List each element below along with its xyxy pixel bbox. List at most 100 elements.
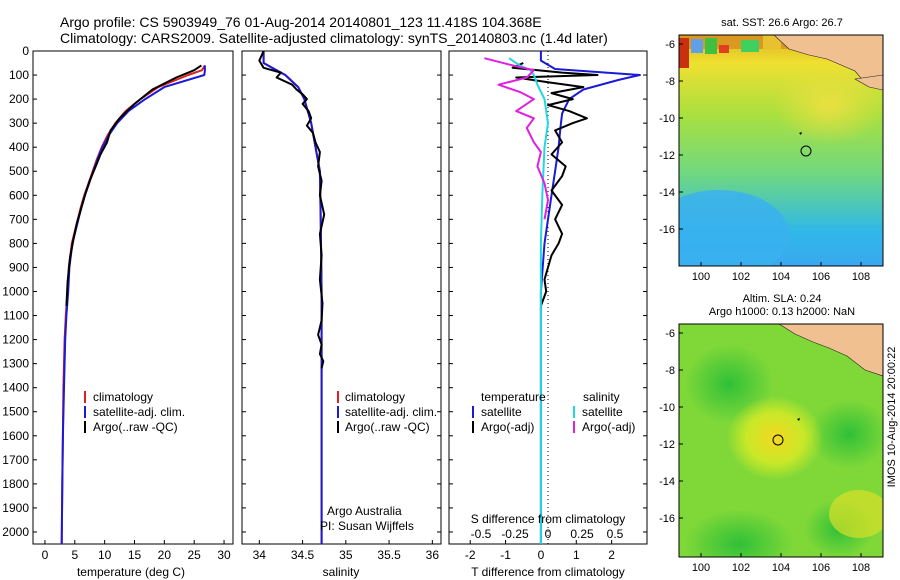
temperature-panel: 0100200300400500600700800900100011001200…: [2, 44, 647, 579]
legend-label-sal-satellite: satellite: [582, 405, 623, 419]
series-line-satellite-adj-clim-: [60, 65, 206, 545]
map-x-tick-label: 104: [772, 562, 790, 574]
map-y-tick-label: -10: [659, 113, 675, 125]
depth-tick-label: 200: [9, 92, 29, 106]
legend-swatch-climatology: [84, 391, 86, 403]
depth-tick-label: 1900: [2, 501, 29, 515]
depth-tick-label: 1500: [2, 405, 29, 419]
legend-label-climatology: climatology: [345, 390, 405, 404]
map-x-tick-label: 102: [732, 562, 750, 574]
legend-label-satellite: satellite-adj. clim.: [93, 405, 185, 419]
legend-swatch-satellite: [337, 406, 339, 418]
depth-tick-label: 1800: [2, 477, 29, 491]
s-tick-label: 0.5: [607, 527, 624, 541]
temperature-legend: climatology satellite-adj. clim. Argo(..…: [84, 390, 185, 434]
depth-tick-label: 1600: [2, 429, 29, 443]
x-tick-label: 20: [158, 548, 172, 562]
legend-swatch-satellite: [84, 406, 86, 418]
sla-map-ticks: 100 102 104 106 108 -6 -8 -10 -12 -14 -16: [659, 328, 870, 574]
map-x-tick-label: 106: [812, 271, 830, 283]
depth-tick-label: 1400: [2, 381, 29, 395]
x-tick-label: 34.5: [291, 548, 315, 562]
sst-map-ticks: 100 102 104 106 108 -6 -8 -10 -12 -14 -16: [659, 39, 870, 283]
temperature-axes: [32, 50, 234, 545]
legend-label-sal-argo: Argo(-adj): [582, 420, 635, 434]
x-tick-label: 1: [573, 548, 580, 562]
x-tick-label: 34: [253, 548, 267, 562]
x-tick-label: 5: [71, 548, 78, 562]
salinity-xlabel: salinity: [323, 565, 360, 579]
map-x-tick-label: 102: [732, 271, 750, 283]
map-x-tick-label: 108: [852, 562, 870, 574]
depth-tick-label: 0: [22, 44, 29, 58]
x-tick-label: -2: [465, 548, 476, 562]
difference-legend: temperature salinity satellite Argo(-adj…: [472, 390, 635, 434]
depth-tick-label: 2000: [2, 525, 29, 539]
x-tick-label: -1: [500, 548, 511, 562]
legend-swatch-sal-satellite: [573, 406, 575, 418]
x-tick-label: 10: [98, 548, 112, 562]
x-tick-label: 35.5: [377, 548, 401, 562]
map-y-tick-label: -8: [665, 365, 675, 377]
series-line-argo-raw-qc-: [65, 64, 202, 306]
legend-label-satellite: satellite-adj. clim.: [345, 405, 437, 419]
series-line-salinity-argo-adj-: [484, 57, 549, 220]
temperature-tick-labels: 0 5 10 15 20 25 30: [42, 540, 231, 562]
legend-swatch-temp-argo: [472, 421, 474, 433]
sla-map-title-2: Argo h1000: 0.13 h2000: NaN: [709, 306, 855, 318]
sst-map-image: [679, 35, 883, 266]
sla-map-title-1: Altim. SLA: 0.24: [743, 293, 822, 305]
depth-tick-label: 700: [9, 212, 29, 226]
map-y-tick-label: -16: [659, 513, 675, 525]
depth-tick-label: 500: [9, 164, 29, 178]
map-x-tick-label: 108: [852, 271, 870, 283]
temperature-lines: [60, 64, 206, 545]
salinity-tick-labels: 34 34.5 35 35.5 36: [253, 540, 439, 562]
series-line-temperature-satellite: [539, 51, 641, 544]
depth-tick-label: 900: [9, 260, 29, 274]
legend-swatch-temp-satellite: [472, 406, 474, 418]
figure-title: Argo profile: CS 5903949_76 01-Aug-2014 …: [60, 14, 542, 30]
sst-map: sat. SST: 26.6 Argo: 26.7 100 102 104 106 10…: [659, 17, 884, 283]
depth-tick-labels: 0 100 200 300 400 500 600 700 800 900 1000 1100 1200…: [2, 44, 647, 539]
legend-swatch-climatology: [337, 391, 339, 403]
legend-swatch-sal-argo: [573, 421, 575, 433]
legend-title-salinity: salinity: [583, 390, 620, 404]
credit-pi: PI: Susan Wijffels: [320, 519, 414, 533]
x-tick-label: 0: [42, 548, 49, 562]
map-y-tick-label: -14: [659, 476, 675, 488]
t-difference-xlabel: T difference from climatology: [471, 565, 625, 579]
x-tick-label: 2: [608, 548, 615, 562]
sst-map-title: sat. SST: 26.6 Argo: 26.7: [721, 17, 843, 29]
depth-tick-label: 300: [9, 116, 29, 130]
timestamp-stamp: IMOS 10-Aug-2014 20:00:22: [886, 347, 898, 488]
legend-label-temp-argo: Argo(-adj): [481, 420, 534, 434]
map-y-tick-label: -12: [659, 150, 675, 162]
s-tick-label: -0.5: [471, 527, 492, 541]
map-x-tick-label: 104: [772, 271, 790, 283]
legend-title-temperature: temperature: [481, 390, 546, 404]
salinity-legend: climatology satellite-adj. clim. Argo(..…: [337, 390, 437, 434]
s-difference-tick-labels: -0.5 -0.25 0 0.25 0.5: [471, 527, 624, 541]
depth-tick-label: 400: [9, 140, 29, 154]
depth-tick-label: 1200: [2, 333, 29, 347]
depth-tick-label: 100: [9, 68, 29, 82]
salinity-lines: [258, 50, 326, 544]
map-x-tick-label: 100: [692, 562, 710, 574]
credit-institution: Argo Australia: [327, 504, 402, 518]
legend-label-climatology: climatology: [93, 390, 153, 404]
series-line-climatology: [262, 51, 323, 544]
map-x-tick-label: 106: [812, 562, 830, 574]
x-tick-label: 35: [339, 548, 353, 562]
difference-panel: -2 -1 0 1 2 T difference from climatology S …: [448, 50, 648, 579]
salinity-axes: [241, 50, 442, 545]
s-tick-label: 0: [545, 527, 552, 541]
legend-label-temp-satellite: satellite: [481, 405, 522, 419]
difference-lines: [484, 51, 641, 544]
series-line-climatology: [60, 64, 206, 545]
x-tick-label: 25: [188, 548, 202, 562]
sla-map: Altim. SLA: 0.24 Argo h1000: 0.13 h2000:…: [659, 293, 884, 574]
legend-swatch-argo: [337, 421, 339, 433]
map-y-tick-label: -16: [659, 224, 675, 236]
